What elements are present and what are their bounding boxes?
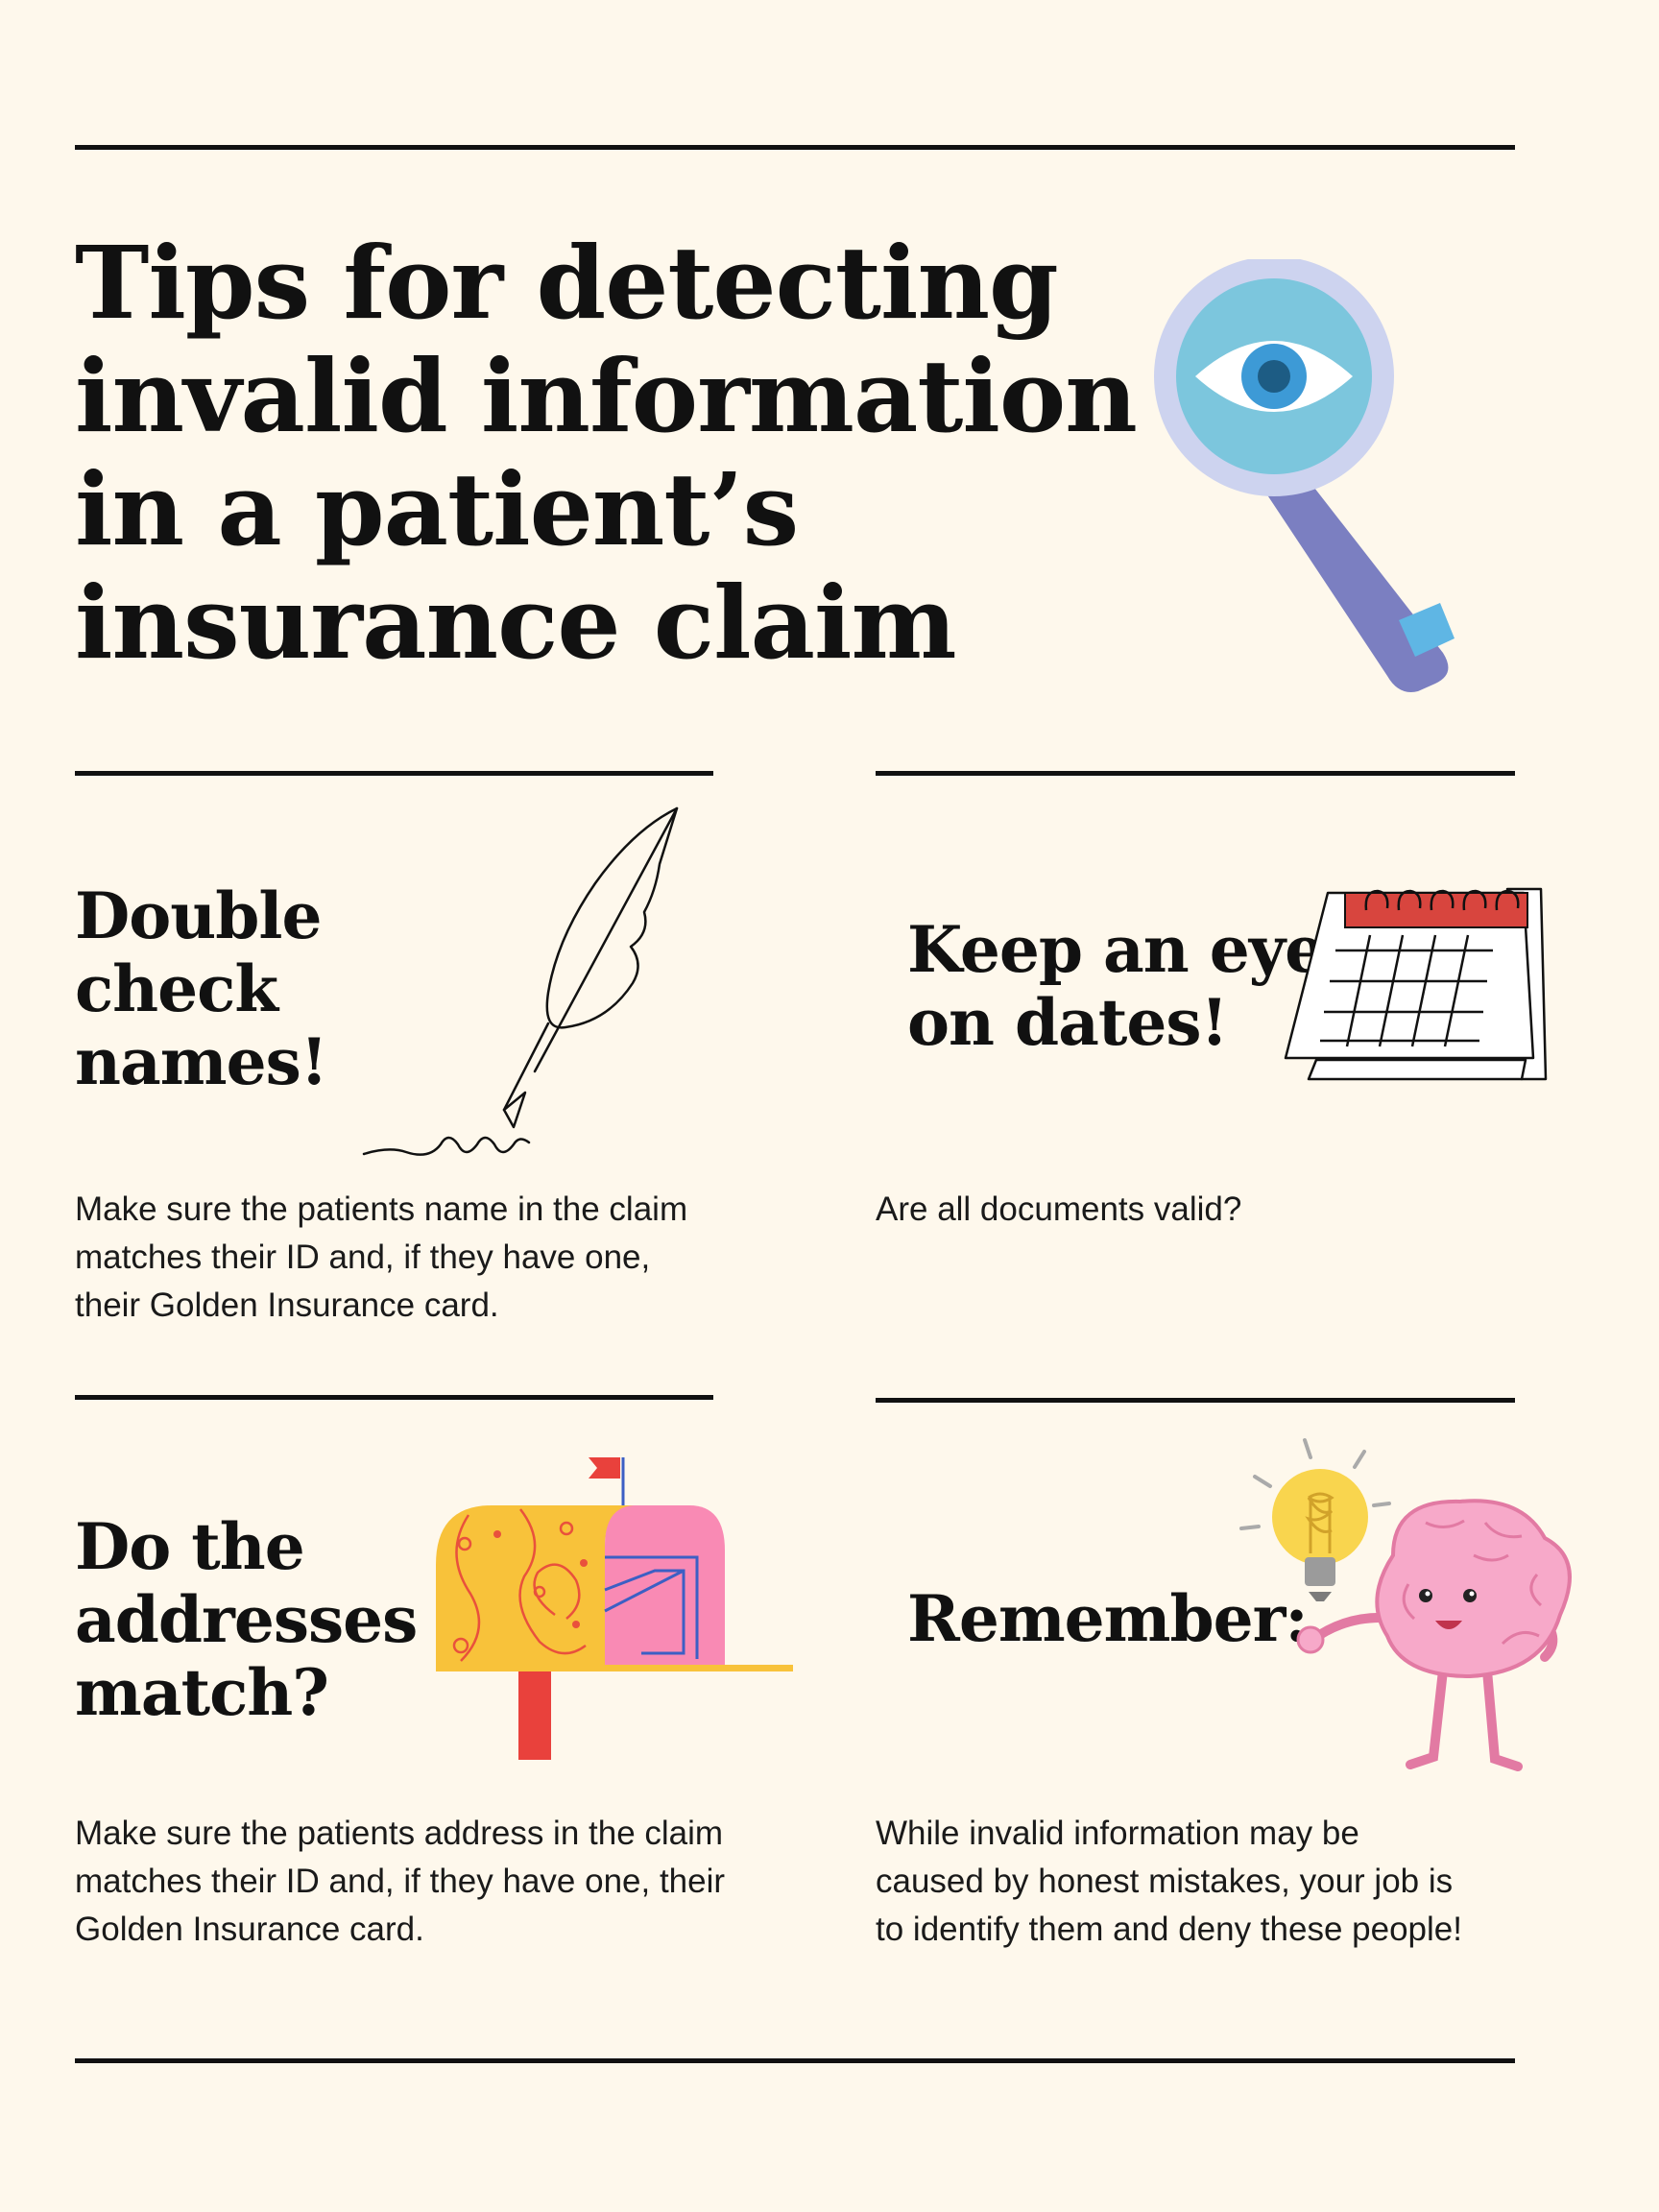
top-divider xyxy=(75,145,1515,150)
divider-tip-1 xyxy=(75,771,713,776)
tip-heading-addresses: Do the addresses match? xyxy=(75,1509,418,1730)
bottom-divider xyxy=(75,2058,1515,2063)
tip-body-dates: Are all documents valid? xyxy=(876,1190,1242,1228)
page-title: Tips for detecting invalid information i… xyxy=(75,224,1138,682)
tip-body-addresses: Make sure the patients address in the cl… xyxy=(75,1815,726,1948)
tip-body-names: Make sure the patients name in the claim… xyxy=(75,1190,688,1324)
brain-lightbulb-icon xyxy=(1239,1438,1572,1771)
tip-body-remember: While invalid information may be caused … xyxy=(876,1815,1462,1948)
divider-tip-3 xyxy=(75,1395,713,1400)
tip-heading-remember: Remember: xyxy=(907,1581,1309,1656)
calendar-icon xyxy=(1284,887,1548,1081)
divider-tip-4 xyxy=(876,1398,1515,1403)
divider-tip-2 xyxy=(876,771,1515,776)
mailbox-icon xyxy=(436,1457,793,1760)
feather-quill-icon xyxy=(362,806,679,1156)
tip-heading-dates: Keep an eye on dates! xyxy=(907,912,1325,1060)
tip-heading-names: Double check names! xyxy=(75,878,328,1099)
magnifying-glass-eye-icon xyxy=(1154,259,1455,692)
